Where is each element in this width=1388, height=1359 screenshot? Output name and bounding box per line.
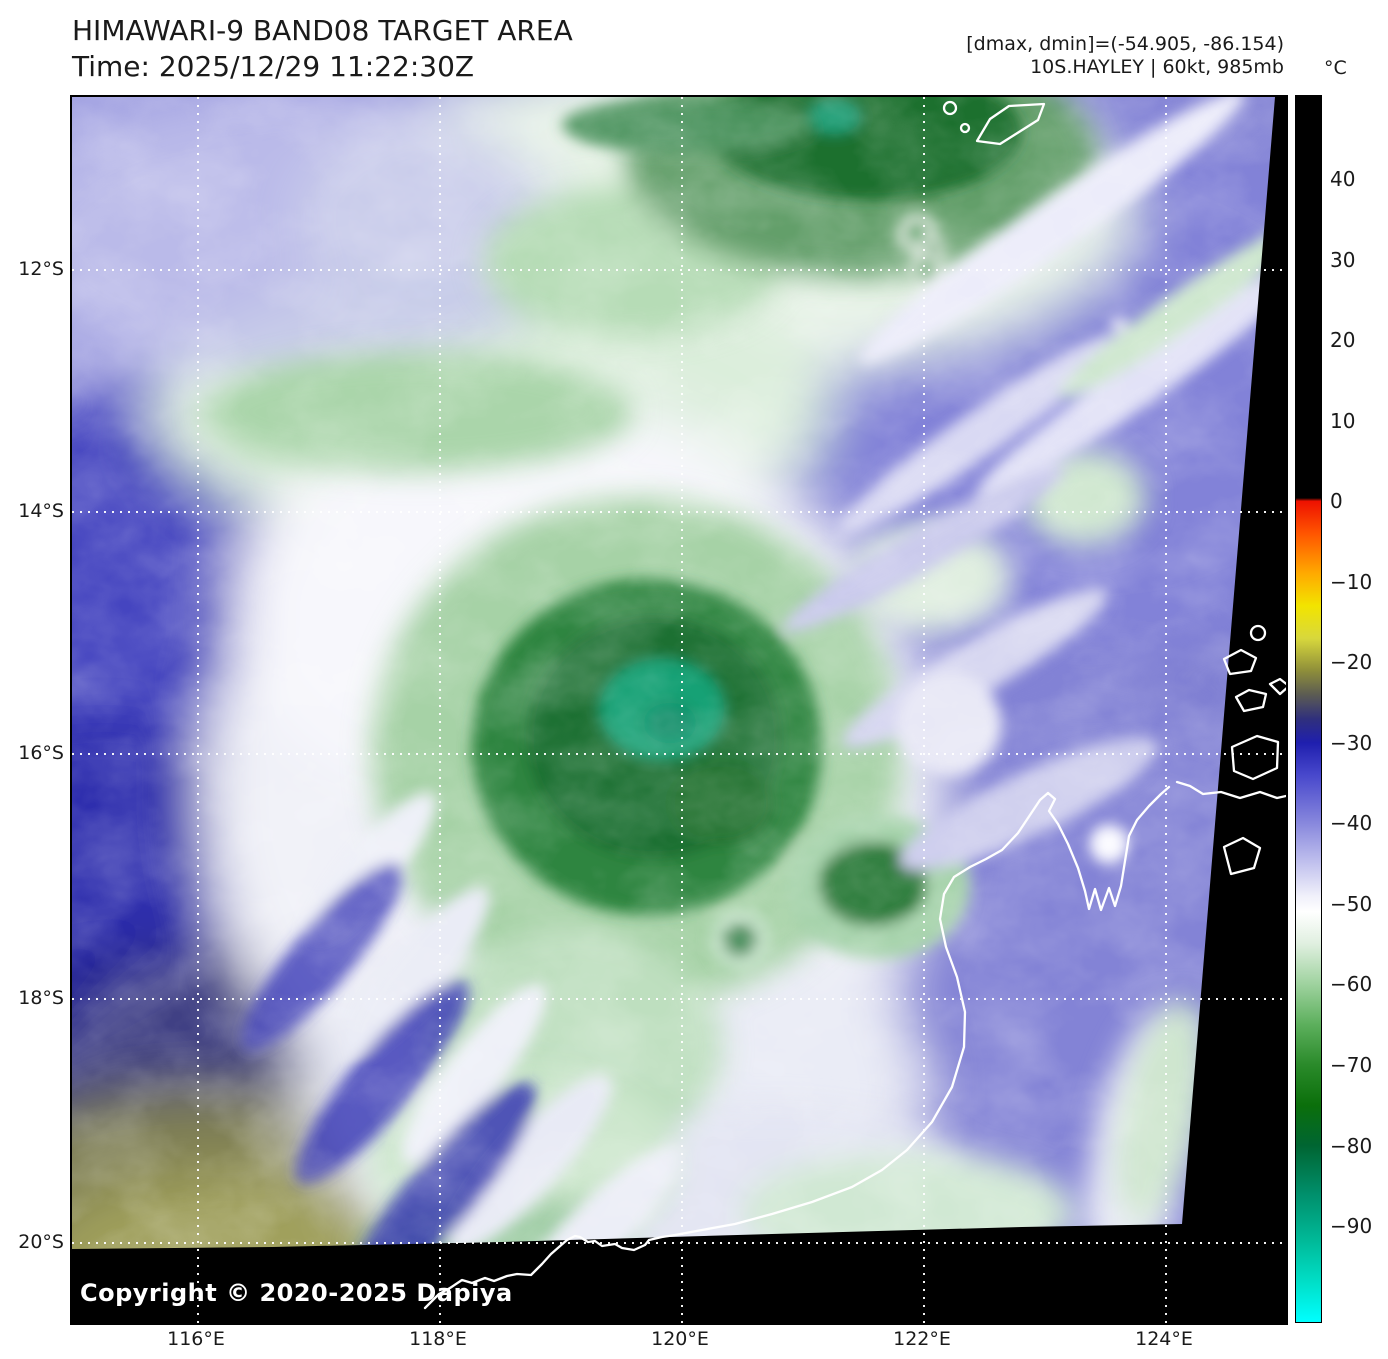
lat-label-14s: 14°S: [18, 500, 64, 522]
lon-label-116e: 116°E: [167, 1328, 225, 1350]
cloud-field: [72, 97, 1286, 1323]
colorbar-tick: −80: [1330, 1133, 1373, 1158]
colorbar-tick: −60: [1330, 972, 1373, 997]
colorbar-tick: 20: [1330, 328, 1356, 353]
lon-label-124e: 124°E: [1135, 1328, 1193, 1350]
lat-label-16s: 16°S: [18, 742, 64, 764]
colorbar-tick: −90: [1330, 1214, 1373, 1239]
timestamp-label: Time: 2025/12/29 11:22:30Z: [72, 50, 475, 83]
satellite-image: [72, 97, 1286, 1323]
colorbar-tick: −50: [1330, 891, 1373, 916]
copyright-label: Copyright © 2020-2025 Dapiya: [80, 1279, 513, 1307]
lon-label-118e: 118°E: [409, 1328, 467, 1350]
coastline: [423, 100, 1286, 1310]
satellite-map: Copyright © 2020-2025 Dapiya: [70, 95, 1288, 1325]
colorbar-tick: 0: [1330, 489, 1343, 514]
colorbar-unit-label: °C: [1324, 57, 1347, 79]
colorbar-tick: −40: [1330, 811, 1373, 836]
colorbar: [1295, 95, 1322, 1323]
colorbar-ticks: 40 30 20 10 0 −10 −20 −30 −40 −50 −60 −7…: [1330, 96, 1388, 1322]
lon-label-120e: 120°E: [651, 1328, 709, 1350]
colorbar-tick: 30: [1330, 247, 1356, 272]
annotation-block: [dmax, dmin]=(-54.905, -86.154) 10S.HAYL…: [966, 33, 1284, 79]
range-annotation: [dmax, dmin]=(-54.905, -86.154): [966, 33, 1284, 55]
storm-annotation: 10S.HAYLEY | 60kt, 985mb: [1030, 56, 1284, 78]
lat-label-12s: 12°S: [18, 258, 64, 280]
lat-label-20s: 20°S: [18, 1231, 64, 1253]
colorbar-tick: −30: [1330, 730, 1373, 755]
lat-label-18s: 18°S: [18, 987, 64, 1009]
colorbar-tick: 10: [1330, 408, 1356, 433]
colorbar-tick: −70: [1330, 1053, 1373, 1078]
colorbar-tick: 40: [1330, 167, 1356, 191]
colorbar-tick: −20: [1330, 650, 1373, 675]
colorbar-tick: −10: [1330, 569, 1373, 594]
page-title: HIMAWARI-9 BAND08 TARGET AREA: [72, 14, 573, 47]
lon-label-122e: 122°E: [893, 1328, 951, 1350]
